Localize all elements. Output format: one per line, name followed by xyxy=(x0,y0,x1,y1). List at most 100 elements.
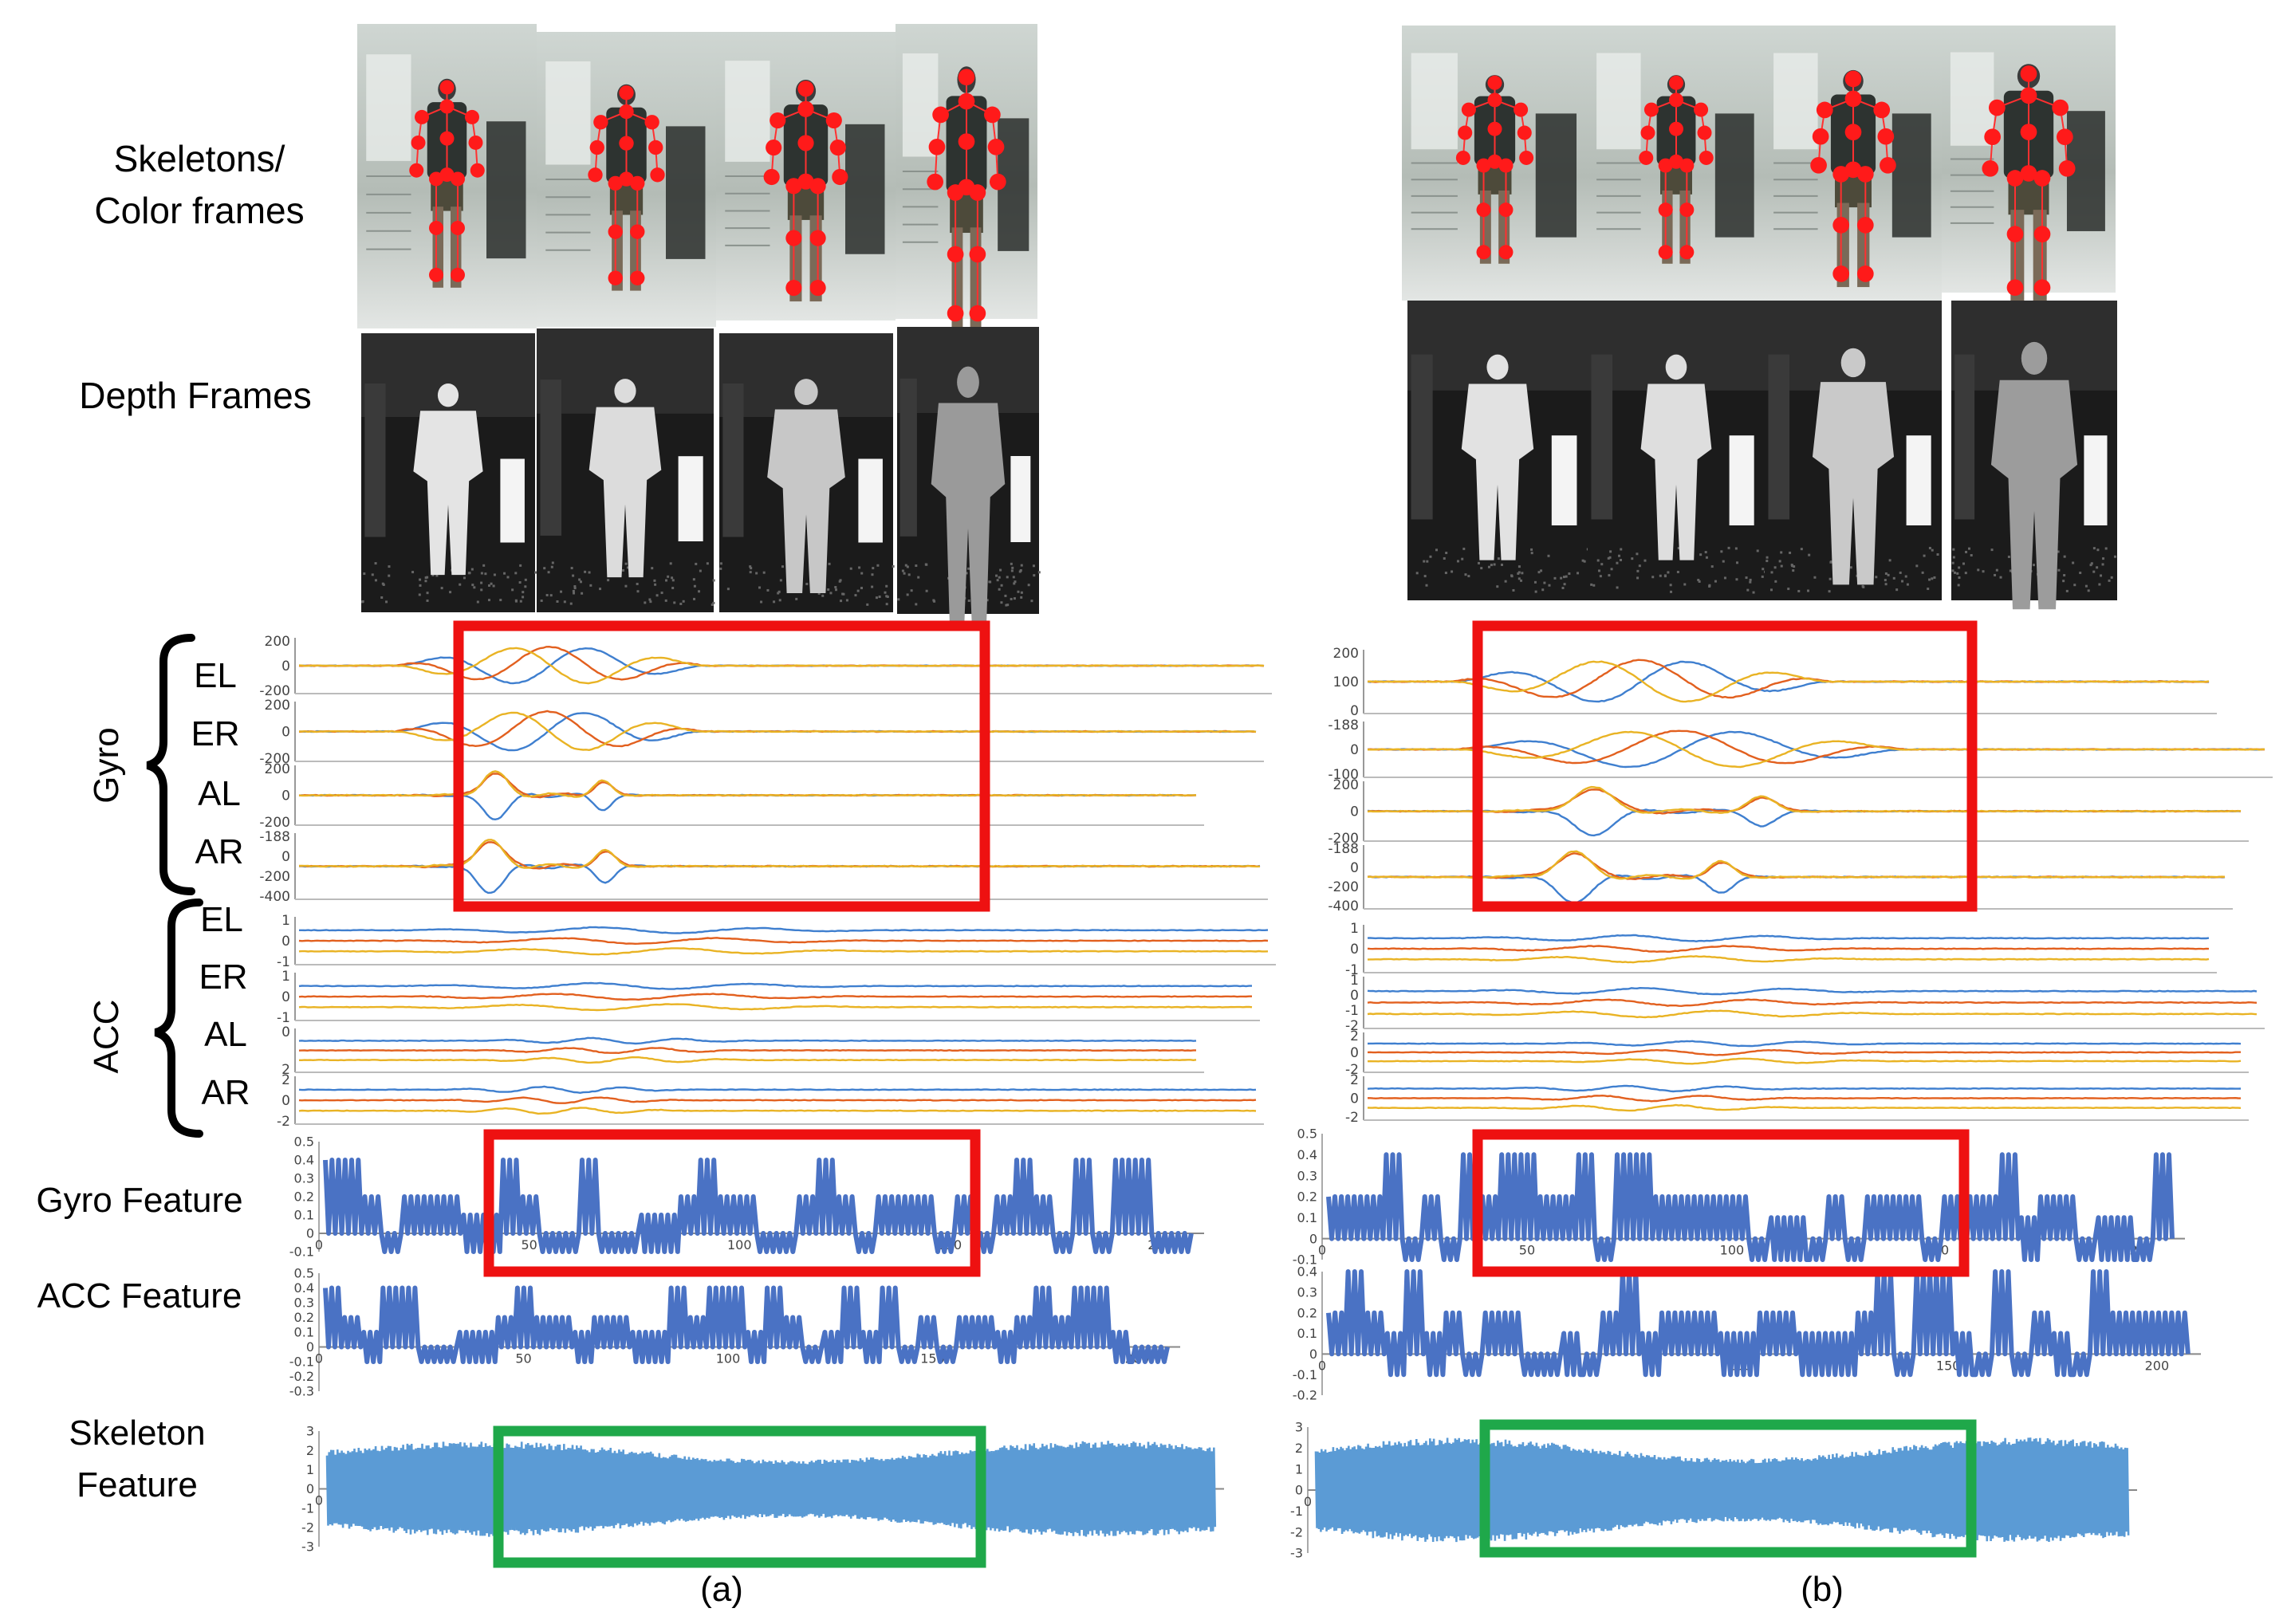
series-line xyxy=(298,981,1252,990)
tick-label: 200 xyxy=(1333,646,1359,662)
tick-label: 0 xyxy=(281,849,290,865)
tick-label: -200 xyxy=(259,869,290,885)
tick-label: 1 xyxy=(281,969,290,985)
tick-label: -200 xyxy=(259,683,290,699)
tick-label: 0 xyxy=(1318,1358,1326,1373)
series-line xyxy=(298,937,1269,946)
tick-label: -1 xyxy=(1290,1504,1303,1519)
series-line xyxy=(1367,785,2241,814)
tick-label: 50 xyxy=(515,1351,531,1366)
depth-frame-b-1 xyxy=(1407,301,1589,600)
skeletons-color-label-2: Color frames xyxy=(94,190,304,231)
series-line xyxy=(298,947,1269,956)
tick-label: 2 xyxy=(1350,1028,1359,1044)
tick-label: -200 xyxy=(259,815,290,831)
skeletons-color-label-1: Skeletons/ xyxy=(114,138,285,179)
tick-label: 200 xyxy=(265,698,290,714)
tick-label: 3 xyxy=(1295,1420,1303,1435)
series-line xyxy=(1367,730,2265,769)
tick-label: 2 xyxy=(281,1072,290,1088)
tick-label: -0.1 xyxy=(1293,1367,1317,1382)
tick-label: 0 xyxy=(306,1481,314,1496)
tick-label: 0.1 xyxy=(294,1325,314,1340)
color-frame-a-1 xyxy=(357,24,537,328)
gyro-label: Gyro xyxy=(87,727,126,803)
series-line xyxy=(298,1085,1257,1095)
panel-label-b: (b) xyxy=(1801,1570,1844,1609)
series-line xyxy=(298,647,1265,685)
acc-el-plot-a: 1 0 -1 xyxy=(277,913,1276,970)
tick-label: 0 xyxy=(1350,942,1359,957)
tick-label: 2 xyxy=(1295,1441,1303,1456)
tick-label: 0 xyxy=(281,934,290,950)
tick-label: 0.1 xyxy=(1297,1326,1317,1341)
gyro-er-plot-a: 200 0 -200 xyxy=(259,698,1264,767)
tick-label: 0 xyxy=(1350,742,1359,758)
tick-label: 0 xyxy=(1350,860,1359,876)
gyro-feature-plot-a: 0.50.40.30.20.10-0.1 0 50 100 150 200 xyxy=(289,1134,1204,1260)
depth-frame-a-1 xyxy=(361,333,537,612)
acc-feature-label: ACC Feature xyxy=(37,1276,242,1315)
feature-series xyxy=(323,1158,1194,1254)
series-line xyxy=(1367,934,2210,943)
color-frame-b-1 xyxy=(1402,26,1588,301)
tick-label: -200 xyxy=(259,751,290,767)
tick-label: 0 xyxy=(1350,804,1359,820)
series-line xyxy=(1367,660,2210,703)
color-frame-a-3 xyxy=(716,32,896,320)
acc-er-plot-b: 10-1-2 xyxy=(1345,973,2265,1034)
series-line xyxy=(1367,729,2265,765)
acc-channel-el: EL xyxy=(200,900,243,939)
series-line xyxy=(298,1036,1197,1045)
tick-label: 100 xyxy=(1333,674,1359,690)
depth-frame-a-3 xyxy=(719,333,895,612)
tick-label: -2 xyxy=(1345,1018,1359,1034)
tick-label: 0.2 xyxy=(1297,1305,1317,1320)
tick-label: 50 xyxy=(1519,1243,1535,1258)
tick-label: 1 xyxy=(1295,1461,1303,1477)
tick-label: 0.4 xyxy=(294,1153,314,1168)
tick-label: 0 xyxy=(1350,703,1359,719)
series-line xyxy=(1367,659,2210,699)
tick-label: -188 xyxy=(1328,718,1359,733)
tick-label: 0.3 xyxy=(294,1171,314,1186)
feature-series xyxy=(1326,1269,2191,1378)
tick-label: -0.2 xyxy=(289,1369,314,1384)
acc-el-plot-b: 1 0 -1 xyxy=(1345,921,2217,978)
depth-frames-label: Depth Frames xyxy=(79,375,311,416)
tick-label: 0.1 xyxy=(294,1208,314,1223)
tick-label: 3 xyxy=(306,1424,314,1439)
gyro-el-plot-b: 200 100 0 xyxy=(1333,646,2217,719)
skeleton-feature-label-2: Feature xyxy=(77,1465,198,1504)
tick-label: 0.2 xyxy=(294,1310,314,1325)
tick-label: -3 xyxy=(1290,1546,1303,1561)
series-line xyxy=(298,770,1197,798)
tick-label: 2 xyxy=(281,1062,290,1078)
gyro-channel-el: EL xyxy=(194,656,237,695)
acc-al-plot-b: 20-2 xyxy=(1345,1028,2249,1078)
depth-frame-b-2 xyxy=(1588,301,1767,600)
series-line xyxy=(1367,986,2258,996)
tick-label: -400 xyxy=(1328,899,1359,914)
tick-label: 1 xyxy=(281,913,290,929)
skeleton-feature-highlight-box-b xyxy=(1479,1419,1977,1558)
color-frame-b-2 xyxy=(1588,26,1765,301)
series-line xyxy=(1367,1057,2242,1065)
sensor-plots: 2000-2002000-2002000-200-1880-200-40010-… xyxy=(259,634,2273,1561)
tick-label: 1 xyxy=(1350,921,1359,937)
tick-label: 0 xyxy=(1309,1231,1317,1246)
tick-label: 0 xyxy=(1318,1243,1326,1258)
tick-label: 1 xyxy=(306,1462,314,1477)
tick-label: 200 xyxy=(265,761,290,777)
tick-label: -2 xyxy=(277,1114,290,1130)
color-frame-a-4 xyxy=(896,24,1037,330)
tick-label: 2 xyxy=(1350,1072,1359,1088)
tick-label: 0 xyxy=(1295,1483,1303,1498)
series-line xyxy=(1367,1103,2242,1112)
tick-label: -200 xyxy=(1328,879,1359,895)
tick-label: 0 xyxy=(1350,1091,1359,1107)
skeleton-feature-label-1: Skeleton xyxy=(69,1414,205,1453)
tick-label: -3 xyxy=(301,1539,314,1555)
tick-label: -0.3 xyxy=(289,1384,314,1399)
